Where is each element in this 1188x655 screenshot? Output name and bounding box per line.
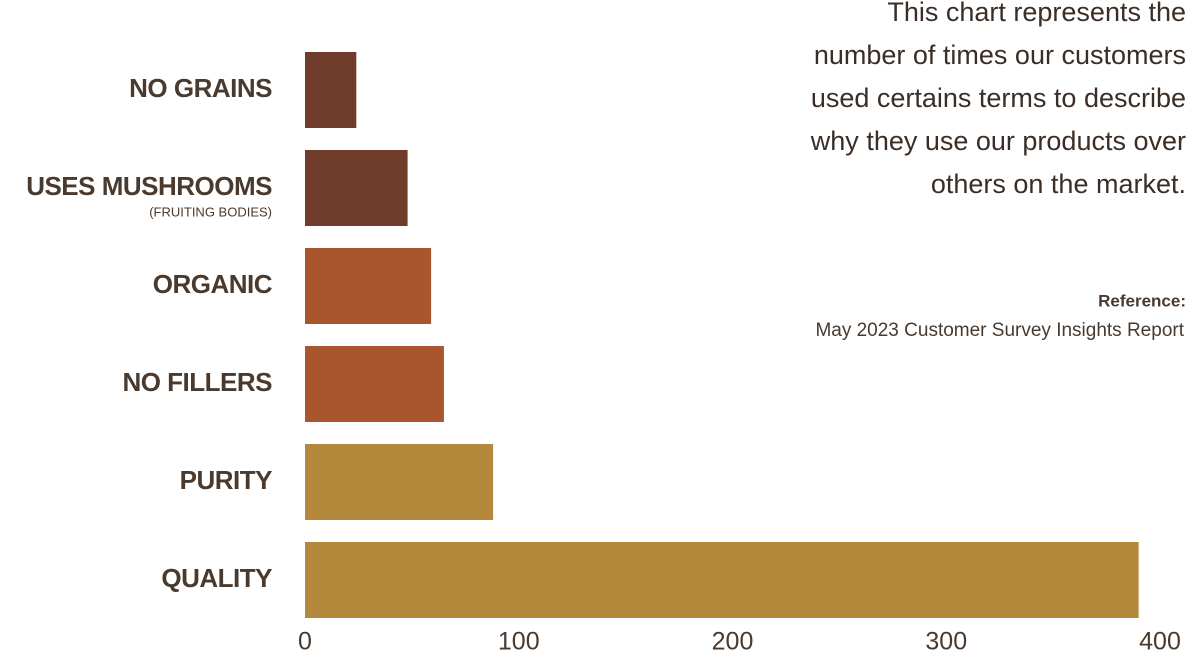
- category-label: QUALITY: [161, 563, 272, 593]
- category-label: PURITY: [180, 465, 273, 495]
- x-tick-label: 100: [498, 628, 540, 655]
- x-tick-label: 200: [712, 628, 754, 655]
- reference-source: May 2023 Customer Survey Insights Report: [815, 320, 1184, 341]
- bar: [305, 542, 1139, 618]
- bar: [305, 52, 357, 128]
- bar: [305, 444, 494, 520]
- description-line: used certains terms to describe: [811, 83, 1186, 113]
- x-tick-label: 300: [925, 628, 967, 655]
- bar: [305, 248, 432, 324]
- bar: [305, 150, 408, 226]
- description-line: number of times our customers: [814, 40, 1186, 70]
- category-label: USES MUSHROOMS: [26, 171, 272, 201]
- x-tick-label: 0: [298, 628, 312, 655]
- bar: [305, 346, 444, 422]
- category-sublabel: (FRUITING BODIES): [149, 204, 272, 219]
- category-label: NO GRAINS: [129, 73, 272, 103]
- description-line: This chart represents the: [887, 0, 1186, 27]
- description-line: why they use our products over: [810, 126, 1186, 156]
- reference-label: Reference:: [1098, 291, 1186, 310]
- x-tick-label: 400: [1139, 628, 1181, 655]
- category-label: ORGANIC: [153, 269, 273, 299]
- category-label: NO FILLERS: [122, 367, 272, 397]
- description-line: others on the market.: [931, 169, 1186, 199]
